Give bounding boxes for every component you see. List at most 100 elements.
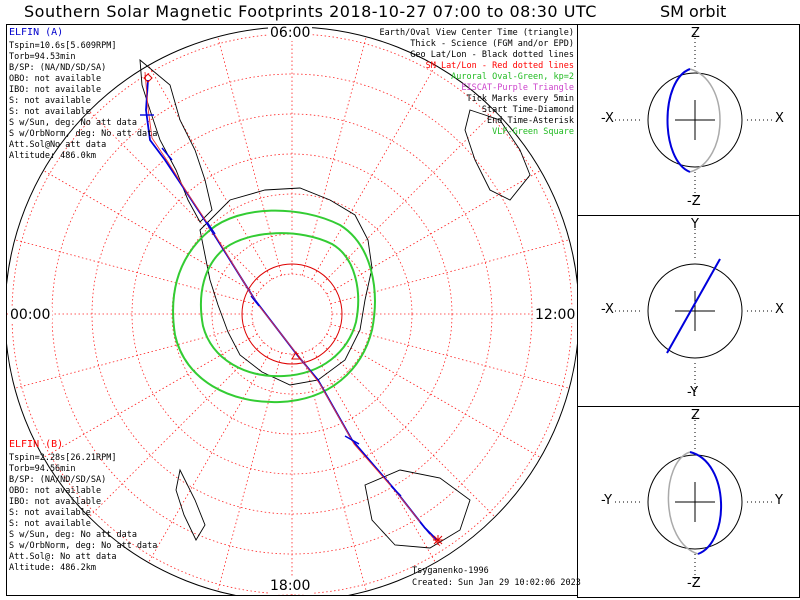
sm-axis-left: -Y [601,493,613,508]
earth-outline [647,263,743,359]
model-name: Tsyganenko-1996 [412,566,489,576]
sm-orbit-title: SM orbit [660,2,727,21]
sm-longitude-line [217,352,283,592]
created-timestamp: Created: Sun Jan 29 10:02:06 2023 [412,578,581,588]
sm-longitude-line [301,352,367,592]
clock-label-bottom: 18:00 [268,578,313,594]
sm-longitude-line [43,170,258,295]
africa-coast [464,109,531,201]
legend-entry: Earth/Oval View Center Time (triangle) [379,28,574,38]
elfin-b-info-line: B/SP: (NA/ND/SD/SA) [9,475,107,485]
view-center-triangle [291,350,301,360]
sm-longitude-line [301,36,367,276]
orbit-track [689,451,723,555]
auroral-oval-outer [172,209,376,404]
elfin-a-info-line: Altitude: 486.0km [9,151,96,161]
sm-axis-right: X [775,111,784,126]
sm-panel-1 [615,225,775,399]
sm-longitude-line [14,239,254,305]
orbit-far-side [667,451,699,555]
sm-pole-circle [241,263,343,365]
sm-longitude-line [326,333,541,458]
sm-longitude-line [148,348,273,563]
legend-entry: SM Lat/Lon - Red dotted lines [425,61,574,71]
antarctica-coast [199,187,373,386]
start-diamond [143,73,153,83]
elfin-a-info-line: Att.Sol@No att data [9,140,107,150]
elfin-b-info-line: S w/OrbNorm, deg: No att data [9,541,158,551]
sm-longitude-line [88,342,264,518]
elfin-b-track [144,71,441,547]
elfin-a-info-line: S: not available [9,96,91,106]
sm-longitude-line [88,110,264,286]
elfin-a-info-line: OBO: not available [9,74,102,84]
elfin-b-info-line: S: not available [9,508,91,518]
elfin-a-track [145,79,438,541]
sm-longitude-line [330,323,570,389]
track-tick-marks [140,114,431,535]
clock-label-right: 12:00 [533,307,578,323]
orbit-track [666,68,691,173]
sm-axis-bottom: -Z [687,194,701,209]
new-zealand-coast [175,468,206,541]
sm-longitude-line [320,110,496,286]
sm-axis-right: X [775,302,784,317]
elfin-b-info-line: IBO: not available [9,497,102,507]
sm-axis-top: Z [691,408,700,423]
sm-axis-left: -X [601,302,614,317]
sm-axis-bottom: -Y [687,385,699,400]
legend-entry: Tick Marks every 5min [466,94,574,104]
legend-entry: End Time-Asterisk [487,116,574,126]
elfin-a-info-line: S w/Sun, deg: No att data [9,118,137,128]
elfin-a-info-line: Torb=94.53min [9,52,76,62]
sm-longitude-line [326,170,541,295]
auroral-oval-inner [199,232,360,378]
sm-longitude-line [14,323,254,389]
elfin-b-name: ELFIN (B) [9,439,64,450]
sm-axis-right: Y [775,493,783,508]
legend: Earth/Oval View Center Time (triangle) Th… [380,28,574,138]
elfin-b-info-line: OBO: not available [9,486,102,496]
sm-axis-bottom: -Z [687,576,701,591]
legend-entry: Start Time-Diamond [481,105,574,115]
sm-axis-left: -X [601,111,614,126]
elfin-a-info-line: Tspin=10.6s[5.609RPM] [9,41,117,51]
sm-orbit-panels [615,34,775,590]
earth-outline [647,454,743,550]
sm-axis-top: Z [691,26,700,41]
sm-longitude-line [43,333,258,458]
elfin-b-info-line: Att.Sol@: No att data [9,552,117,562]
legend-entry: EISCAT-Purple Triangle [461,83,574,93]
elfin-b-info-line: Torb=94.56min [9,464,76,474]
elfin-b-info-line: S: not available [9,519,91,529]
south-america-coast [139,58,213,223]
elfin-a-info-line: IBO: not available [9,85,102,95]
sm-axis-top: Y [691,217,699,232]
plot-title: Southern Solar Magnetic Footprints 2018-… [24,2,597,21]
end-asterisk [433,535,443,545]
legend-entry: Auroral Oval-Green, kp=2 [451,72,574,82]
sm-longitude-line [148,65,273,280]
sm-panel-2 [615,416,775,590]
clock-label-top: 06:00 [268,25,313,41]
orbit-far-side [689,68,721,173]
orbit-track [666,258,721,354]
sm-longitude-line [217,36,283,276]
sm-longitude-line [330,239,570,305]
earth-outline [647,72,743,168]
legend-entry: Geo Lat/Lon - Black dotted lines [410,50,574,60]
sm-longitude-line [311,348,436,563]
australia-coast [364,469,471,549]
legend-entry: Thick - Science (FGM and/or EPD) [410,39,574,49]
clock-label-left: 00:00 [8,307,53,323]
elfin-b-info-line: S w/Sun, deg: No att data [9,530,137,540]
elfin-a-info-line: S w/OrbNorm, deg: No att data [9,129,158,139]
elfin-a-name: ELFIN (A) [9,27,64,38]
elfin-b-info-line: Tspin=2.28s[26.21RPM] [9,453,117,463]
legend-entry: VLF-Green Square [492,127,574,137]
coastlines [139,58,531,549]
elfin-a-info-line: S: not available [9,107,91,117]
sm-panel-0 [615,34,775,208]
elfin-a-info-line: B/SP: (NA/ND/SD/SA) [9,63,107,73]
elfin-b-info-line: Altitude: 486.2km [9,563,96,573]
